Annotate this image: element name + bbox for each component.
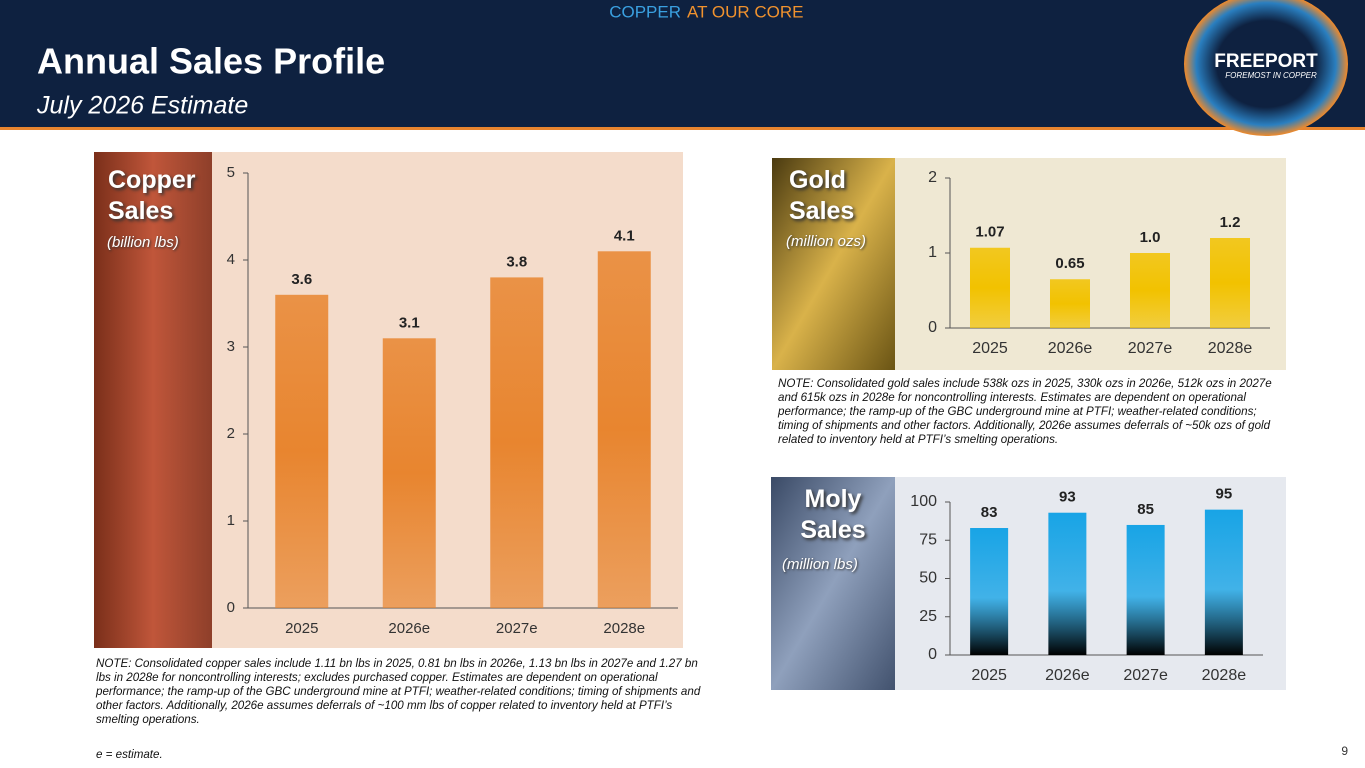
logo-tagline: FOREMOST IN COPPER xyxy=(1225,71,1317,80)
bar xyxy=(1048,512,1087,655)
panel-unit: (million ozs) xyxy=(786,233,867,250)
y-tick-label: 75 xyxy=(919,531,937,548)
bar xyxy=(1130,253,1170,328)
slide-title: Annual Sales Profile xyxy=(37,41,385,82)
bar xyxy=(1210,238,1250,328)
copper-note: NOTE: Consolidated copper sales include … xyxy=(96,657,701,726)
bar xyxy=(1050,279,1090,328)
header-rule xyxy=(0,127,1365,130)
y-tick-label: 1 xyxy=(227,512,235,529)
bar xyxy=(1126,524,1165,655)
y-tick-label: 2 xyxy=(227,425,235,442)
value-label: 85 xyxy=(1137,501,1154,518)
logo: FREEPORT xyxy=(1214,51,1318,72)
bar xyxy=(970,247,1010,328)
x-tick-label: 2028e xyxy=(1202,667,1247,684)
x-tick-label: 2028e xyxy=(1208,340,1253,357)
x-tick-label: 2026e xyxy=(1045,667,1090,684)
y-tick-label: 0 xyxy=(928,319,937,336)
value-label: 3.6 xyxy=(291,271,312,288)
value-label: 83 xyxy=(981,504,998,521)
x-tick-label: 2027e xyxy=(1128,340,1173,357)
logo-badge xyxy=(1184,0,1348,136)
y-tick-label: 1 xyxy=(928,244,937,261)
panel-photo xyxy=(772,158,895,370)
bar xyxy=(490,277,544,608)
x-tick-label: 2025 xyxy=(971,667,1007,684)
panel-title: Moly Sales xyxy=(800,485,866,544)
y-tick-label: 3 xyxy=(227,338,235,355)
value-label: 4.1 xyxy=(614,227,635,244)
x-tick-label: 2028e xyxy=(603,620,645,637)
banner-right: AT OUR CORE xyxy=(687,2,804,21)
bar xyxy=(275,294,329,608)
gold-note: NOTE: Consolidated gold sales include 53… xyxy=(778,377,1272,446)
y-tick-label: 100 xyxy=(910,493,937,510)
y-tick-label: 0 xyxy=(928,646,937,663)
banner-left: COPPER xyxy=(609,2,681,21)
x-tick-label: 2026e xyxy=(388,620,430,637)
value-label: 0.65 xyxy=(1055,255,1084,272)
y-tick-label: 50 xyxy=(919,570,937,587)
bar xyxy=(597,251,651,609)
bar xyxy=(970,528,1009,655)
panel-title: Gold Sales xyxy=(789,166,855,225)
page-number: 9 xyxy=(1341,744,1348,758)
panel-photo xyxy=(771,477,895,690)
bar xyxy=(382,338,436,608)
slide-subtitle: July 2026 Estimate xyxy=(36,92,248,120)
panel-title: Copper Sales xyxy=(108,166,196,225)
y-tick-label: 5 xyxy=(227,164,235,181)
panel-photo xyxy=(94,152,212,648)
x-tick-label: 2025 xyxy=(285,620,318,637)
value-label: 95 xyxy=(1216,486,1233,503)
y-tick-label: 2 xyxy=(928,169,937,186)
bar xyxy=(1204,509,1243,655)
x-tick-label: 2025 xyxy=(972,340,1008,357)
y-tick-label: 4 xyxy=(227,251,235,268)
y-tick-label: 25 xyxy=(919,608,937,625)
value-label: 1.2 xyxy=(1220,214,1241,231)
value-label: 3.1 xyxy=(399,314,420,331)
y-tick-label: 0 xyxy=(227,599,235,616)
estimate-note: e = estimate. xyxy=(96,748,163,761)
panel-unit: (billion lbs) xyxy=(107,234,179,251)
value-label: 3.8 xyxy=(506,253,527,270)
header-band xyxy=(0,0,1365,128)
value-label: 1.0 xyxy=(1140,229,1161,246)
x-tick-label: 2026e xyxy=(1048,340,1093,357)
x-tick-label: 2027e xyxy=(1123,667,1168,684)
x-tick-label: 2027e xyxy=(496,620,538,637)
value-label: 93 xyxy=(1059,489,1076,506)
value-label: 1.07 xyxy=(975,224,1004,241)
panel-unit: (million lbs) xyxy=(782,556,858,573)
